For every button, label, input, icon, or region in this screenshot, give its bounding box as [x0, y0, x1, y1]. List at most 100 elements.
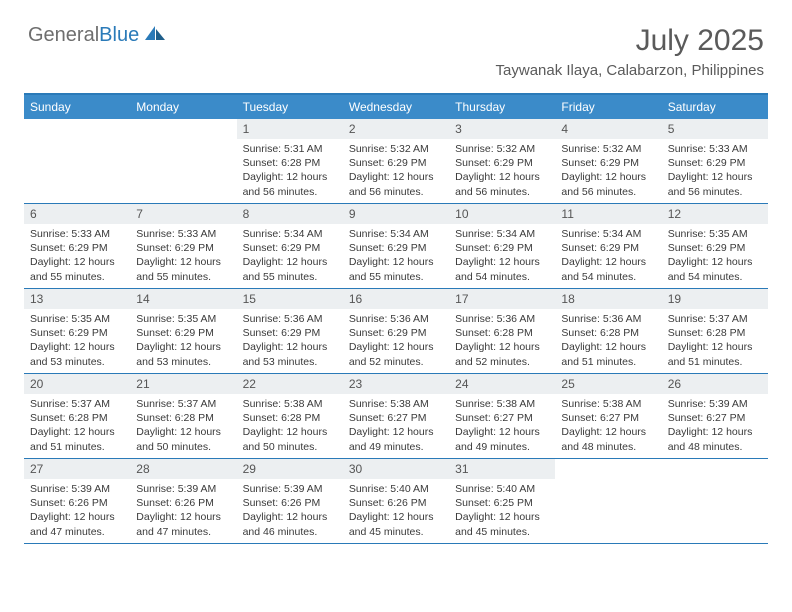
calendar-day-cell: 14Sunrise: 5:35 AMSunset: 6:29 PMDayligh… [130, 289, 236, 373]
calendar-day-cell: 5Sunrise: 5:33 AMSunset: 6:29 PMDaylight… [662, 119, 768, 203]
calendar-day-cell: 22Sunrise: 5:38 AMSunset: 6:28 PMDayligh… [237, 374, 343, 458]
day-number: 22 [237, 374, 343, 394]
calendar-week-row: 6Sunrise: 5:33 AMSunset: 6:29 PMDaylight… [24, 204, 768, 289]
calendar-week-row: 13Sunrise: 5:35 AMSunset: 6:29 PMDayligh… [24, 289, 768, 374]
day-number: 19 [662, 289, 768, 309]
day-number: 29 [237, 459, 343, 479]
day-number: 13 [24, 289, 130, 309]
day-number: 27 [24, 459, 130, 479]
day-number: 24 [449, 374, 555, 394]
day-details: Sunrise: 5:32 AMSunset: 6:29 PMDaylight:… [449, 139, 555, 203]
calendar-day-cell: 21Sunrise: 5:37 AMSunset: 6:28 PMDayligh… [130, 374, 236, 458]
day-number: 15 [237, 289, 343, 309]
day-number: 25 [555, 374, 661, 394]
calendar-day-cell: 13Sunrise: 5:35 AMSunset: 6:29 PMDayligh… [24, 289, 130, 373]
calendar-day-cell: 30Sunrise: 5:40 AMSunset: 6:26 PMDayligh… [343, 459, 449, 543]
day-details: Sunrise: 5:33 AMSunset: 6:29 PMDaylight:… [662, 139, 768, 203]
weekday-header-cell: Saturday [662, 95, 768, 119]
day-details: Sunrise: 5:35 AMSunset: 6:29 PMDaylight:… [130, 309, 236, 373]
calendar-day-cell: 1Sunrise: 5:31 AMSunset: 6:28 PMDaylight… [237, 119, 343, 203]
calendar-day-cell: 17Sunrise: 5:36 AMSunset: 6:28 PMDayligh… [449, 289, 555, 373]
brand-part1: General [28, 24, 99, 46]
day-details: Sunrise: 5:37 AMSunset: 6:28 PMDaylight:… [662, 309, 768, 373]
weekday-header-cell: Friday [555, 95, 661, 119]
day-details: Sunrise: 5:32 AMSunset: 6:29 PMDaylight:… [343, 139, 449, 203]
day-details: Sunrise: 5:33 AMSunset: 6:29 PMDaylight:… [130, 224, 236, 288]
day-details: Sunrise: 5:33 AMSunset: 6:29 PMDaylight:… [24, 224, 130, 288]
day-details: Sunrise: 5:35 AMSunset: 6:29 PMDaylight:… [662, 224, 768, 288]
calendar-day-cell: 16Sunrise: 5:36 AMSunset: 6:29 PMDayligh… [343, 289, 449, 373]
day-details: Sunrise: 5:38 AMSunset: 6:27 PMDaylight:… [449, 394, 555, 458]
day-number: 7 [130, 204, 236, 224]
calendar-day-cell: 10Sunrise: 5:34 AMSunset: 6:29 PMDayligh… [449, 204, 555, 288]
day-details: Sunrise: 5:34 AMSunset: 6:29 PMDaylight:… [343, 224, 449, 288]
day-details: Sunrise: 5:39 AMSunset: 6:27 PMDaylight:… [662, 394, 768, 458]
sail-icon [143, 24, 167, 47]
day-number: 23 [343, 374, 449, 394]
calendar-day-cell: 19Sunrise: 5:37 AMSunset: 6:28 PMDayligh… [662, 289, 768, 373]
header: GeneralBlue July 2025 Taywanak Ilaya, Ca… [0, 0, 792, 87]
day-details: Sunrise: 5:38 AMSunset: 6:27 PMDaylight:… [555, 394, 661, 458]
calendar-day-cell: 25Sunrise: 5:38 AMSunset: 6:27 PMDayligh… [555, 374, 661, 458]
weekday-header-row: SundayMondayTuesdayWednesdayThursdayFrid… [24, 95, 768, 119]
calendar-day-cell: 26Sunrise: 5:39 AMSunset: 6:27 PMDayligh… [662, 374, 768, 458]
day-number: 16 [343, 289, 449, 309]
calendar-day-cell: 7Sunrise: 5:33 AMSunset: 6:29 PMDaylight… [130, 204, 236, 288]
calendar-week-row: 20Sunrise: 5:37 AMSunset: 6:28 PMDayligh… [24, 374, 768, 459]
day-number: 14 [130, 289, 236, 309]
day-number: 10 [449, 204, 555, 224]
day-details: Sunrise: 5:34 AMSunset: 6:29 PMDaylight:… [449, 224, 555, 288]
day-number: 20 [24, 374, 130, 394]
day-details: Sunrise: 5:39 AMSunset: 6:26 PMDaylight:… [130, 479, 236, 543]
calendar-day-cell: 20Sunrise: 5:37 AMSunset: 6:28 PMDayligh… [24, 374, 130, 458]
calendar-day-cell: . [24, 119, 130, 203]
day-details: Sunrise: 5:32 AMSunset: 6:29 PMDaylight:… [555, 139, 661, 203]
day-number: 11 [555, 204, 661, 224]
weekday-header-cell: Sunday [24, 95, 130, 119]
day-number: 6 [24, 204, 130, 224]
calendar-day-cell: 4Sunrise: 5:32 AMSunset: 6:29 PMDaylight… [555, 119, 661, 203]
day-number: 1 [237, 119, 343, 139]
day-number: 2 [343, 119, 449, 139]
day-number: 8 [237, 204, 343, 224]
title-block: July 2025 Taywanak Ilaya, Calabarzon, Ph… [496, 24, 764, 79]
weekday-header-cell: Monday [130, 95, 236, 119]
calendar-day-cell: . [555, 459, 661, 543]
calendar-day-cell: 8Sunrise: 5:34 AMSunset: 6:29 PMDaylight… [237, 204, 343, 288]
day-details: Sunrise: 5:39 AMSunset: 6:26 PMDaylight:… [24, 479, 130, 543]
calendar-day-cell: 18Sunrise: 5:36 AMSunset: 6:28 PMDayligh… [555, 289, 661, 373]
day-number: 31 [449, 459, 555, 479]
day-details: Sunrise: 5:34 AMSunset: 6:29 PMDaylight:… [555, 224, 661, 288]
day-number: 9 [343, 204, 449, 224]
weekday-header-cell: Tuesday [237, 95, 343, 119]
day-number: 17 [449, 289, 555, 309]
day-details: Sunrise: 5:34 AMSunset: 6:29 PMDaylight:… [237, 224, 343, 288]
day-number: 30 [343, 459, 449, 479]
day-details: Sunrise: 5:31 AMSunset: 6:28 PMDaylight:… [237, 139, 343, 203]
calendar-day-cell: 6Sunrise: 5:33 AMSunset: 6:29 PMDaylight… [24, 204, 130, 288]
day-number: 26 [662, 374, 768, 394]
calendar: SundayMondayTuesdayWednesdayThursdayFrid… [24, 93, 768, 544]
day-details: Sunrise: 5:37 AMSunset: 6:28 PMDaylight:… [24, 394, 130, 458]
calendar-day-cell: 24Sunrise: 5:38 AMSunset: 6:27 PMDayligh… [449, 374, 555, 458]
day-number: 5 [662, 119, 768, 139]
day-number: 28 [130, 459, 236, 479]
calendar-week-row: ..1Sunrise: 5:31 AMSunset: 6:28 PMDaylig… [24, 119, 768, 204]
calendar-day-cell: 31Sunrise: 5:40 AMSunset: 6:25 PMDayligh… [449, 459, 555, 543]
brand-text: GeneralBlue [28, 24, 139, 47]
day-details: Sunrise: 5:35 AMSunset: 6:29 PMDaylight:… [24, 309, 130, 373]
calendar-day-cell: 29Sunrise: 5:39 AMSunset: 6:26 PMDayligh… [237, 459, 343, 543]
day-details: Sunrise: 5:36 AMSunset: 6:28 PMDaylight:… [555, 309, 661, 373]
day-details: Sunrise: 5:40 AMSunset: 6:26 PMDaylight:… [343, 479, 449, 543]
day-number: 3 [449, 119, 555, 139]
brand-logo: GeneralBlue [28, 24, 167, 47]
month-title: July 2025 [496, 24, 764, 58]
day-number: 18 [555, 289, 661, 309]
weekday-header-cell: Thursday [449, 95, 555, 119]
calendar-day-cell: 11Sunrise: 5:34 AMSunset: 6:29 PMDayligh… [555, 204, 661, 288]
day-number: 12 [662, 204, 768, 224]
calendar-day-cell: 15Sunrise: 5:36 AMSunset: 6:29 PMDayligh… [237, 289, 343, 373]
calendar-day-cell: 27Sunrise: 5:39 AMSunset: 6:26 PMDayligh… [24, 459, 130, 543]
brand-part2: Blue [99, 24, 139, 46]
location-subtitle: Taywanak Ilaya, Calabarzon, Philippines [496, 62, 764, 79]
